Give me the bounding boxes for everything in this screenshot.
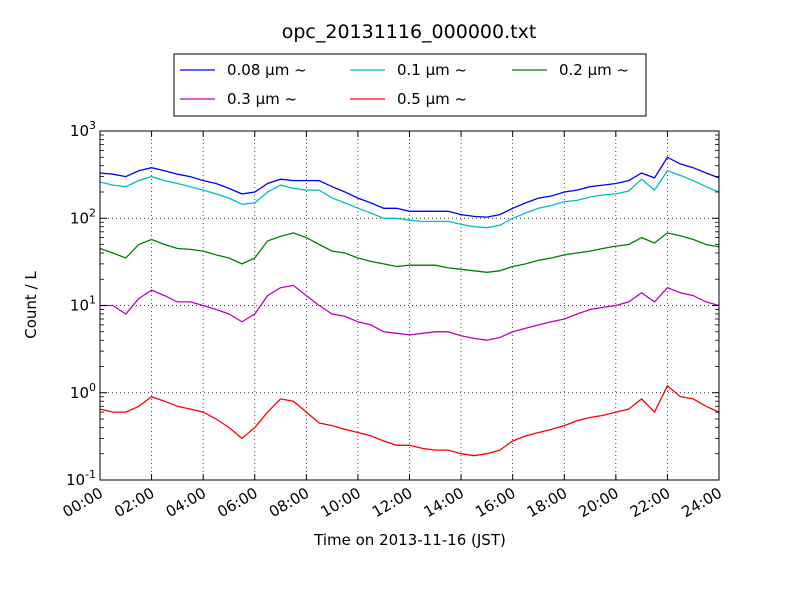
x-tick-label: 16:00 <box>472 484 518 521</box>
legend-label-2: 0.2 μm ~ <box>559 61 629 79</box>
chart-title: opc_20131116_000000.txt <box>282 21 537 43</box>
x-tick-label: 20:00 <box>575 484 621 521</box>
legend-frame <box>173 53 647 117</box>
x-tick-label: 10:00 <box>317 484 363 521</box>
legend: 0.08 μm ~ 0.1 μm ~ 0.2 μm ~ 0.3 μm ~ 0.5 μm … <box>173 53 647 117</box>
y-tick-label: 101 <box>70 294 96 315</box>
axis-ticks <box>99 130 720 481</box>
x-tick-label: 08:00 <box>266 484 312 521</box>
x-tick-label: 14:00 <box>421 484 467 521</box>
y-tick-label: 103 <box>70 119 96 140</box>
x-tick-label: 04:00 <box>163 484 209 521</box>
x-tick-label: 18:00 <box>524 484 570 521</box>
series-line-0 <box>99 156 720 218</box>
grid <box>100 131 719 480</box>
y-tick-label: 100 <box>70 381 96 402</box>
x-tick-label: 24:00 <box>679 484 725 521</box>
series-line-1 <box>99 170 720 229</box>
legend-label-3: 0.3 μm ~ <box>227 90 297 108</box>
legend-label-4: 0.5 μm ~ <box>397 90 467 108</box>
x-tick-label: 02:00 <box>111 484 157 521</box>
y-tick-label: 102 <box>70 206 96 227</box>
x-axis-label: Time on 2013-11-16 (JST) <box>313 531 506 549</box>
series-line-3 <box>100 284 720 341</box>
x-tick-label: 00:00 <box>60 484 106 521</box>
x-tick-labels: 00:00 02:00 04:00 06:00 08:00 10:00 12:00 14:00… <box>60 484 725 521</box>
x-tick-label: 12:00 <box>369 484 415 521</box>
y-tick-label: 10-1 <box>66 468 96 489</box>
series-line-4 <box>99 384 720 457</box>
y-tick-labels: 10-1 100 101 102 103 <box>66 119 96 489</box>
x-tick-label: 22:00 <box>627 484 673 521</box>
legend-label-0: 0.08 μm ~ <box>227 61 307 79</box>
legend-label-1: 0.1 μm ~ <box>397 61 467 79</box>
y-axis-label: Count / L <box>22 271 40 339</box>
data-lines <box>99 156 720 457</box>
x-tick-label: 06:00 <box>214 484 260 521</box>
series-line-2 <box>99 232 720 273</box>
